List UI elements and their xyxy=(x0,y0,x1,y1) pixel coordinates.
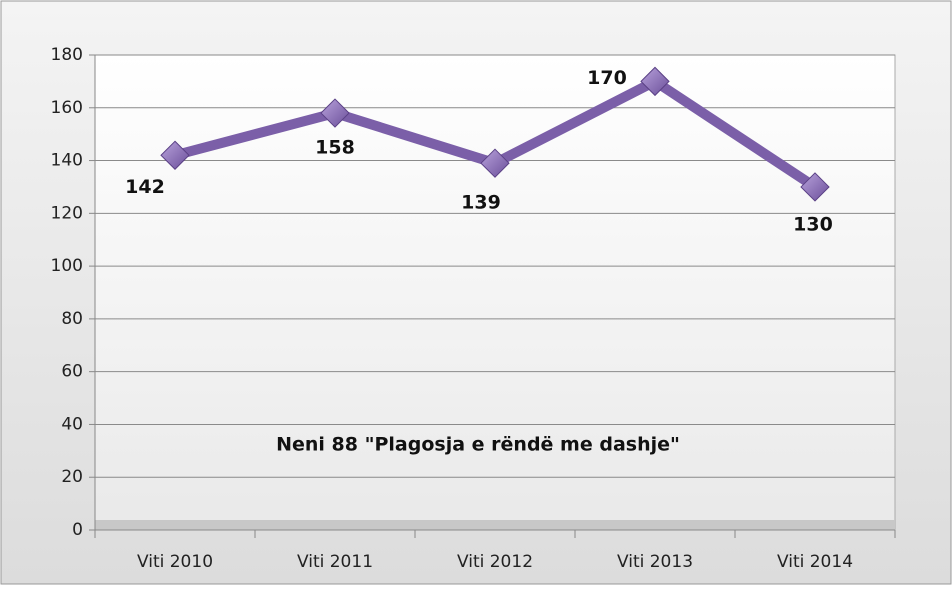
y-tick-label: 180 xyxy=(51,45,83,65)
x-tick-label: Viti 2013 xyxy=(617,552,693,572)
data-label: 158 xyxy=(315,137,355,159)
marker xyxy=(160,140,190,170)
marker xyxy=(640,66,670,97)
y-tick-label: 80 xyxy=(61,309,83,329)
marker xyxy=(480,148,510,178)
marker xyxy=(800,172,830,202)
y-tick-label: 100 xyxy=(51,256,83,276)
y-tick-label: 160 xyxy=(51,98,83,118)
x-tick-label: Viti 2012 xyxy=(457,552,533,572)
annotation: Neni 88 "Plagosja e rëndë me dashje" xyxy=(276,434,680,456)
y-tick-label: 40 xyxy=(61,414,83,434)
y-tick-label: 0 xyxy=(72,520,83,540)
data-label: 130 xyxy=(793,213,833,235)
data-label: 142 xyxy=(125,176,165,198)
y-tick-label: 60 xyxy=(61,362,83,382)
y-tick-label: 120 xyxy=(51,203,83,223)
x-tick-label: Viti 2010 xyxy=(137,552,213,572)
marker xyxy=(320,98,350,128)
plot-area xyxy=(94,54,896,531)
y-tick-label: 20 xyxy=(61,467,83,487)
floor xyxy=(95,520,895,530)
data-label: 170 xyxy=(587,67,627,89)
x-tick-label: Viti 2014 xyxy=(777,552,853,572)
y-tick-label: 140 xyxy=(51,151,83,171)
data-label: 139 xyxy=(461,192,501,214)
x-tick-label: Viti 2011 xyxy=(297,552,373,572)
